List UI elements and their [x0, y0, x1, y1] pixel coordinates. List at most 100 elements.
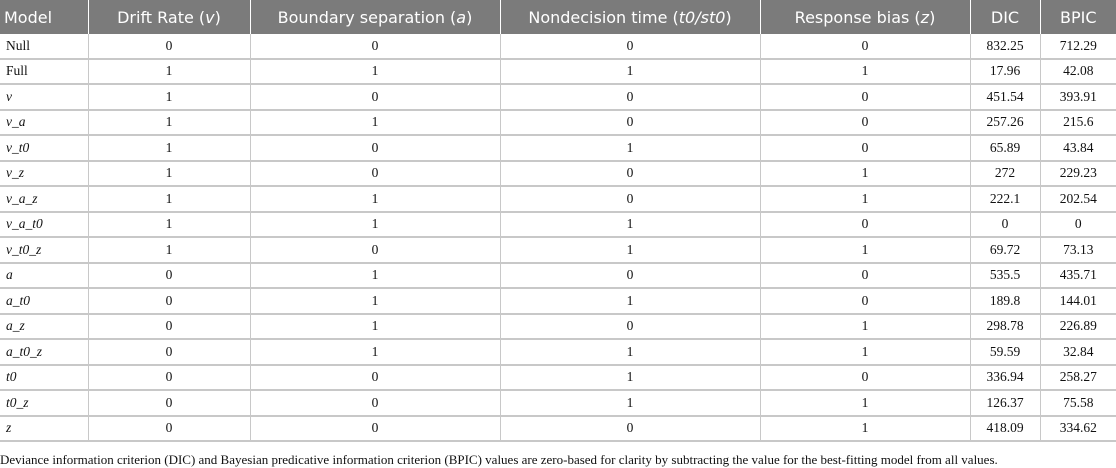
value-cell: 0 [250, 237, 501, 264]
value-cell: 1 [760, 313, 971, 340]
model-cell: a [0, 262, 89, 289]
value-cell: 1 [250, 313, 501, 340]
value-cell: 1 [88, 211, 251, 238]
header-text: Model [4, 7, 53, 27]
value-cell: 0 [760, 364, 971, 391]
value-cell: 0 [760, 34, 971, 60]
model-cell: a_t0 [0, 288, 89, 315]
value-cell: 0 [250, 364, 501, 391]
table-row: Null 0 0 0 0 832.25 712.29 [0, 34, 1116, 60]
header-row: Model Drift Rate (v) Boundary separation (… [0, 0, 1116, 34]
value-cell: 1 [760, 390, 971, 417]
table-row: a_t0 0 1 1 0 189.8 144.01 [0, 288, 1116, 315]
value-cell: 0 [250, 160, 501, 187]
value-cell: 0 [760, 211, 971, 238]
value-cell: 336.94 [970, 364, 1041, 391]
value-cell: 1 [88, 186, 251, 213]
value-cell: 1 [250, 288, 501, 315]
value-cell: 1 [500, 211, 761, 238]
table-row: v_a_t0 1 1 1 0 0 0 [0, 211, 1116, 238]
value-cell: 832.25 [970, 34, 1041, 60]
model-cell: a_t0_z [0, 339, 89, 366]
value-cell: 334.62 [1040, 415, 1116, 442]
header-text: ) [466, 7, 473, 27]
header-cell: Nondecision time (t0/st0) [500, 0, 761, 34]
value-cell: 32.84 [1040, 339, 1116, 366]
value-cell: 0 [1040, 211, 1116, 238]
value-cell: 189.8 [970, 288, 1041, 315]
model-cell: Null [0, 34, 89, 60]
results-table: Model Drift Rate (v) Boundary separation (… [0, 0, 1116, 442]
value-cell: 1 [88, 58, 251, 85]
value-cell: 451.54 [970, 84, 1041, 111]
value-cell: 1 [250, 109, 501, 136]
header-text: DIC [990, 7, 1020, 27]
value-cell: 43.84 [1040, 135, 1116, 162]
value-cell: 0 [250, 84, 501, 111]
value-cell: 0 [760, 135, 971, 162]
value-cell: 1 [760, 237, 971, 264]
header-text: v [205, 7, 215, 27]
value-cell: 1 [88, 237, 251, 264]
table-row: a_t0_z 0 1 1 1 59.59 32.84 [0, 339, 1116, 366]
value-cell: 272 [970, 160, 1041, 187]
model-cell: v_t0 [0, 135, 89, 162]
header-text: Response bias ( [794, 7, 921, 27]
value-cell: 1 [250, 262, 501, 289]
model-cell: Full [0, 58, 89, 85]
model-cell: v_a_z [0, 186, 89, 213]
value-cell: 1 [88, 160, 251, 187]
table-body: Null 0 0 0 0 832.25 712.29 Full 1 1 1 1 17.96 42.08 v 1… [0, 34, 1116, 442]
header-text: Nondecision time ( [528, 7, 679, 27]
model-cell: v [0, 84, 89, 111]
header-text: t0/st0 [678, 7, 726, 27]
value-cell: 0 [760, 84, 971, 111]
value-cell: 1 [500, 58, 761, 85]
value-cell: 1 [500, 135, 761, 162]
value-cell: 0 [500, 262, 761, 289]
value-cell: 0 [88, 313, 251, 340]
header-text: ) [725, 7, 732, 27]
value-cell: 73.13 [1040, 237, 1116, 264]
value-cell: 0 [760, 262, 971, 289]
header-cell: Boundary separation (a) [250, 0, 501, 34]
value-cell: 1 [88, 84, 251, 111]
value-cell: 1 [500, 288, 761, 315]
value-cell: 1 [250, 339, 501, 366]
model-cell: a_z [0, 313, 89, 340]
header-cell: BPIC [1040, 0, 1116, 34]
value-cell: 257.26 [970, 109, 1041, 136]
value-cell: 0 [250, 390, 501, 417]
value-cell: 144.01 [1040, 288, 1116, 315]
value-cell: 0 [500, 160, 761, 187]
value-cell: 42.08 [1040, 58, 1116, 85]
value-cell: 0 [500, 109, 761, 136]
table-row: a 0 1 0 0 535.5 435.71 [0, 262, 1116, 289]
model-cell: v_z [0, 160, 89, 187]
header-text: a [456, 7, 467, 27]
value-cell: 258.27 [1040, 364, 1116, 391]
value-cell: 75.58 [1040, 390, 1116, 417]
value-cell: 1 [760, 160, 971, 187]
value-cell: 1 [88, 135, 251, 162]
value-cell: 1 [760, 186, 971, 213]
value-cell: 0 [500, 186, 761, 213]
value-cell: 0 [760, 288, 971, 315]
value-cell: 0 [88, 262, 251, 289]
header-cell: DIC [970, 0, 1041, 34]
header-cell: Response bias (z) [760, 0, 971, 34]
value-cell: 126.37 [970, 390, 1041, 417]
value-cell: 418.09 [970, 415, 1041, 442]
header-text: z [920, 7, 930, 27]
value-cell: 1 [760, 58, 971, 85]
value-cell: 298.78 [970, 313, 1041, 340]
model-cell: v_t0_z [0, 237, 89, 264]
value-cell: 0 [500, 415, 761, 442]
value-cell: 0 [760, 109, 971, 136]
value-cell: 0 [500, 84, 761, 111]
value-cell: 1 [760, 415, 971, 442]
value-cell: 1 [500, 390, 761, 417]
value-cell: 229.23 [1040, 160, 1116, 187]
value-cell: 0 [88, 288, 251, 315]
model-cell: t0_z [0, 390, 89, 417]
